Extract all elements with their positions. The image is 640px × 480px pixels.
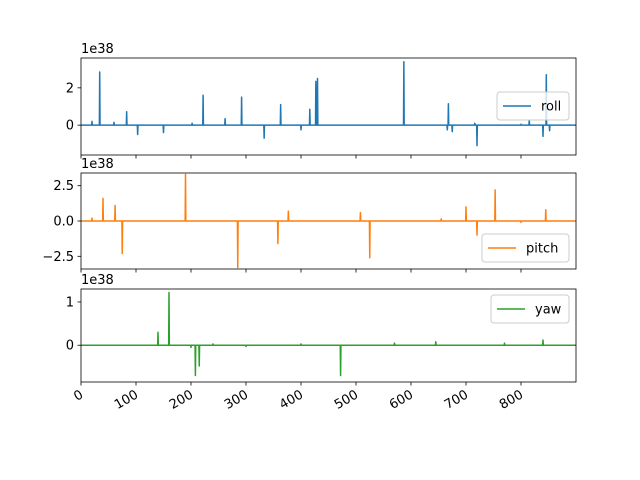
y-offset-label: 1e38 (81, 42, 114, 57)
panel-yaw: 0 1 1e38 yaw (66, 273, 577, 386)
axes-frame (80, 57, 577, 156)
yaw-series-line (81, 291, 576, 377)
legend-yaw: yaw (490, 294, 570, 324)
axes-frame (80, 288, 577, 383)
y-tick-label: 1 (66, 295, 74, 310)
legend-label: roll (541, 100, 561, 115)
legend-label: yaw (535, 303, 562, 318)
pitch-series-line (81, 173, 576, 269)
y-tick-label: 2 (66, 81, 74, 96)
legend-label: pitch (526, 242, 558, 257)
legend-box (490, 294, 570, 324)
y-tick-label: 2.5 (53, 179, 74, 194)
panel-roll: 0 2 1e38 roll (66, 42, 577, 159)
roll-series-line (81, 60, 576, 147)
y-tick-label: 0 (66, 119, 74, 134)
legend-pitch: pitch (481, 233, 570, 263)
legend-box (481, 233, 570, 263)
y-tick-label: 0.0 (53, 215, 74, 230)
legend-roll: roll (496, 91, 570, 121)
y-offset-label: 1e38 (81, 273, 114, 288)
panel-pitch: −2.5 0.0 2.5 1e38 pitch (42, 157, 577, 273)
y-tick-label: −2.5 (42, 250, 74, 265)
y-offset-label: 1e38 (81, 157, 114, 172)
legend-box (496, 91, 570, 121)
y-tick-label: 0 (66, 339, 74, 354)
